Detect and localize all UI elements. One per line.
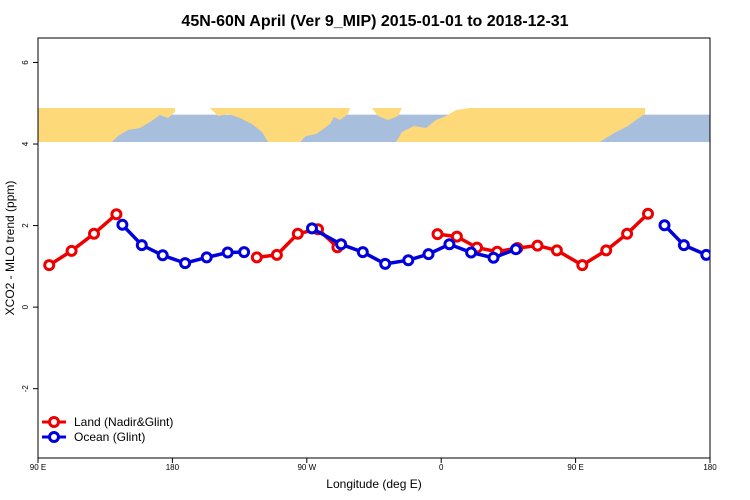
series-ocean-point-1	[135, 239, 148, 252]
series-land-line-0	[48, 212, 118, 267]
y-tick-label-4: 6	[21, 60, 30, 65]
x-tick-label-0: 90 E	[30, 463, 46, 472]
series-ocean-point-13	[443, 238, 456, 251]
x-tick-label-5: 180	[703, 463, 717, 472]
legend-marker-ocean	[48, 431, 60, 443]
series-ocean-point-10	[379, 257, 392, 270]
series-land-point-19	[642, 207, 654, 220]
series-ocean-point-2	[156, 249, 169, 262]
series-land-point-10	[450, 230, 463, 243]
series-land-point-18	[621, 227, 634, 240]
x-tick-label-1: 180	[166, 463, 180, 472]
series-ocean-point-4	[200, 251, 213, 264]
series-land-point-6	[291, 227, 304, 240]
plot-frame	[37, 37, 711, 459]
series-ocean-point-16	[509, 243, 522, 256]
x-tick-label-4: 90 E	[567, 463, 583, 472]
x-axis: 90 E 180 90 W 0 90 E 180	[30, 458, 717, 472]
series-land-point-2	[88, 227, 100, 240]
y-tick-label-3: 4	[21, 141, 30, 146]
y-tick-label-1: 0	[21, 304, 30, 309]
series-ocean-point-9	[356, 246, 369, 259]
series-land-point-4	[250, 251, 263, 264]
series-ocean-point-15	[487, 251, 500, 264]
series-ocean-point-17	[658, 219, 671, 232]
series-land-point-16	[576, 259, 589, 272]
series-land-point-0	[43, 259, 56, 272]
y-tick-label-0: -2	[21, 385, 30, 393]
y-axis-label: XCO2 - MLO trend (ppm)	[3, 181, 17, 316]
series-ocean-point-7	[306, 222, 318, 235]
chart-title: 45N-60N April (Ver 9_MIP) 2015-01-01 to …	[181, 13, 568, 30]
series-ocean-point-12	[422, 248, 435, 261]
legend-label-land: Land (Nadir&Glint)	[74, 415, 173, 429]
series-ocean-point-8	[335, 238, 348, 251]
series-land-point-9	[431, 228, 444, 241]
y-tick-label-2: 2	[21, 223, 30, 228]
series-ocean-point-3	[179, 257, 192, 270]
series-land-point-3	[110, 208, 123, 221]
series-ocean	[116, 218, 710, 270]
x-tick-label-2: 90 W	[297, 463, 316, 472]
series-layer	[43, 207, 710, 272]
legend: Land (Nadir&Glint) Ocean (Glint)	[42, 415, 173, 444]
series-land-point-1	[65, 244, 78, 257]
y-axis: -2 0 2 4 6	[21, 60, 38, 393]
series-ocean-point-11	[402, 254, 415, 267]
series-ocean-point-14	[465, 246, 478, 259]
x-tick-label-3: 0	[439, 463, 444, 472]
series-ocean-point-19	[700, 248, 710, 261]
x-axis-label: Longitude (deg E)	[326, 477, 421, 491]
series-ocean-point-5	[221, 246, 234, 259]
series-ocean-point-0	[116, 218, 129, 231]
series-ocean-point-6	[238, 246, 251, 259]
series-ocean-point-18	[677, 239, 690, 252]
map-land	[38, 108, 645, 142]
series-ocean-line-1	[311, 226, 517, 266]
series-land-point-5	[270, 248, 283, 261]
series-land-point-15	[550, 244, 563, 257]
legend-marker-land	[48, 416, 60, 428]
series-land-point-17	[600, 244, 613, 257]
world-map-band	[38, 108, 710, 142]
series-land-point-14	[531, 239, 544, 252]
legend-label-ocean: Ocean (Glint)	[74, 430, 145, 444]
